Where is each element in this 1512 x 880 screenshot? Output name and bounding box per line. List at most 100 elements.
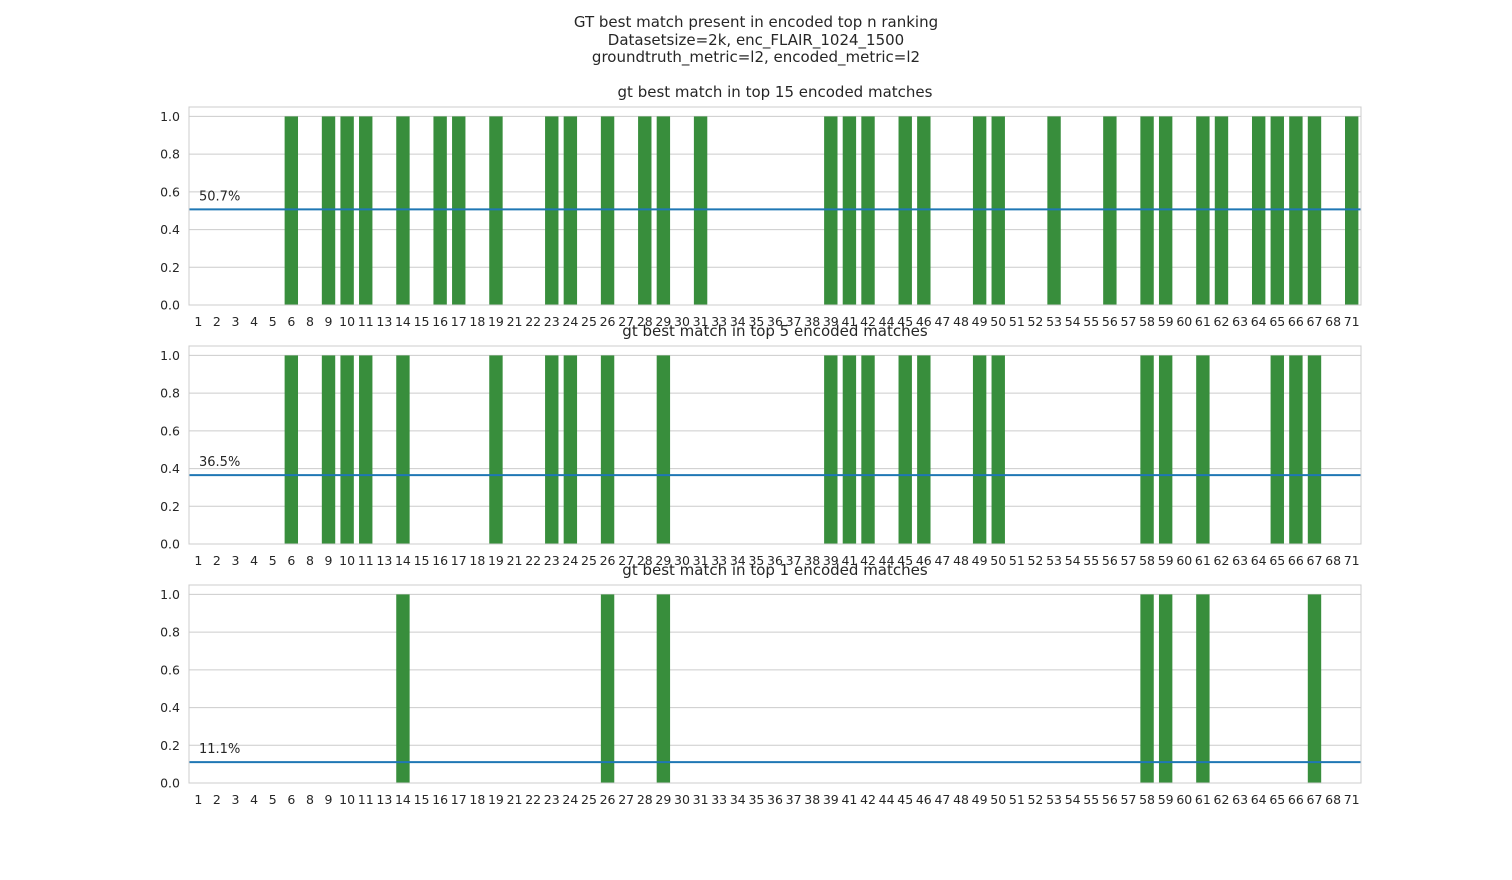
x-tick-label: 63 bbox=[1232, 792, 1248, 807]
x-tick-label: 64 bbox=[1251, 792, 1267, 807]
x-tick-label: 52 bbox=[1027, 553, 1043, 568]
x-tick-label: 41 bbox=[841, 792, 857, 807]
x-tick-label: 5 bbox=[269, 314, 277, 329]
bar bbox=[1103, 116, 1117, 305]
x-tick-label: 64 bbox=[1251, 553, 1267, 568]
bar bbox=[563, 116, 578, 305]
x-tick-label: 21 bbox=[507, 314, 523, 329]
x-tick-label: 53 bbox=[1046, 314, 1062, 329]
x-tick-label: 29 bbox=[655, 314, 671, 329]
bar bbox=[1307, 594, 1322, 783]
x-tick-label: 47 bbox=[934, 314, 950, 329]
y-tick-label: 0.6 bbox=[160, 662, 180, 677]
x-tick-label: 9 bbox=[325, 553, 333, 568]
bar bbox=[489, 116, 503, 305]
bar bbox=[600, 594, 615, 783]
x-tick-label: 28 bbox=[637, 792, 653, 807]
x-tick-label: 63 bbox=[1232, 553, 1248, 568]
x-tick-label: 26 bbox=[600, 553, 616, 568]
x-tick-label: 55 bbox=[1083, 314, 1099, 329]
y-tick-label: 0.0 bbox=[160, 776, 180, 791]
x-tick-label: 24 bbox=[562, 792, 578, 807]
x-tick-label: 36 bbox=[767, 553, 783, 568]
y-tick-label: 0.2 bbox=[160, 499, 180, 514]
x-tick-label: 66 bbox=[1288, 553, 1304, 568]
x-tick-label: 36 bbox=[767, 792, 783, 807]
bar bbox=[842, 116, 857, 305]
panel-title: gt best match in top 15 encoded matches bbox=[618, 83, 933, 101]
x-tick-label: 55 bbox=[1083, 792, 1099, 807]
bar bbox=[1047, 116, 1061, 305]
x-tick-label: 31 bbox=[693, 553, 709, 568]
x-tick-label: 9 bbox=[325, 792, 333, 807]
bar bbox=[861, 116, 875, 305]
x-tick-label: 27 bbox=[618, 792, 634, 807]
x-tick-label: 42 bbox=[860, 553, 876, 568]
x-tick-label: 31 bbox=[693, 314, 709, 329]
axes-frame bbox=[188, 584, 1362, 784]
x-tick-label: 67 bbox=[1307, 553, 1323, 568]
x-tick-label: 34 bbox=[730, 314, 746, 329]
bar bbox=[563, 355, 578, 544]
x-tick-label: 4 bbox=[250, 553, 258, 568]
x-tick-label: 45 bbox=[897, 792, 913, 807]
x-tick-label: 5 bbox=[269, 792, 277, 807]
bar bbox=[917, 355, 931, 544]
x-tick-label: 62 bbox=[1214, 553, 1230, 568]
bar bbox=[600, 355, 615, 544]
x-tick-label: 52 bbox=[1027, 792, 1043, 807]
x-tick-label: 63 bbox=[1232, 314, 1248, 329]
x-tick-label: 64 bbox=[1251, 314, 1267, 329]
x-tick-label: 30 bbox=[674, 553, 690, 568]
bar bbox=[991, 355, 1005, 544]
bar bbox=[1158, 594, 1173, 783]
x-tick-label: 15 bbox=[414, 553, 430, 568]
x-tick-label: 56 bbox=[1102, 314, 1118, 329]
y-tick-label: 0.8 bbox=[160, 625, 180, 640]
x-tick-label: 23 bbox=[544, 314, 560, 329]
bar bbox=[359, 355, 373, 544]
x-tick-label: 9 bbox=[325, 314, 333, 329]
bar bbox=[1345, 116, 1359, 305]
bar bbox=[545, 355, 559, 544]
x-tick-label: 2 bbox=[213, 553, 221, 568]
axes-frame bbox=[188, 345, 1362, 545]
x-tick-label: 23 bbox=[544, 792, 560, 807]
bar bbox=[489, 355, 503, 544]
x-tick-label: 4 bbox=[250, 792, 258, 807]
bar bbox=[1196, 116, 1210, 305]
x-tick-label: 33 bbox=[711, 553, 727, 568]
bar bbox=[1307, 355, 1322, 544]
x-tick-label: 3 bbox=[232, 314, 240, 329]
x-tick-label: 48 bbox=[953, 314, 969, 329]
bar bbox=[359, 116, 373, 305]
suptitle-line-2: Datasetsize=2k, enc_FLAIR_1024_1500 bbox=[607, 30, 905, 49]
x-tick-label: 18 bbox=[469, 314, 485, 329]
x-tick-label: 59 bbox=[1158, 792, 1174, 807]
x-tick-label: 54 bbox=[1065, 792, 1081, 807]
x-tick-label: 39 bbox=[823, 553, 839, 568]
bar bbox=[824, 355, 838, 544]
y-tick-label: 1.0 bbox=[160, 109, 180, 124]
x-tick-label: 29 bbox=[655, 792, 671, 807]
x-tick-label: 30 bbox=[674, 314, 690, 329]
x-tick-label: 13 bbox=[376, 553, 392, 568]
y-tick-label: 0.6 bbox=[160, 184, 180, 199]
x-tick-label: 11 bbox=[358, 792, 374, 807]
x-tick-label: 44 bbox=[879, 314, 895, 329]
x-tick-label: 25 bbox=[581, 553, 597, 568]
x-tick-label: 26 bbox=[600, 792, 616, 807]
x-tick-label: 5 bbox=[269, 553, 277, 568]
x-tick-label: 38 bbox=[804, 792, 820, 807]
x-tick-label: 55 bbox=[1083, 553, 1099, 568]
x-tick-label: 6 bbox=[287, 553, 295, 568]
x-tick-label: 61 bbox=[1195, 314, 1211, 329]
bar bbox=[917, 116, 931, 305]
chart-panel-2: 36.5%0.00.20.40.60.81.01 2 3 4 5 6 8 9 10 11 13 14 1… bbox=[160, 322, 1362, 568]
bar bbox=[842, 355, 857, 544]
bar bbox=[1289, 355, 1303, 544]
x-tick-label: 71 bbox=[1344, 553, 1360, 568]
x-tick-label: 18 bbox=[469, 553, 485, 568]
x-tick-label: 36 bbox=[767, 314, 783, 329]
